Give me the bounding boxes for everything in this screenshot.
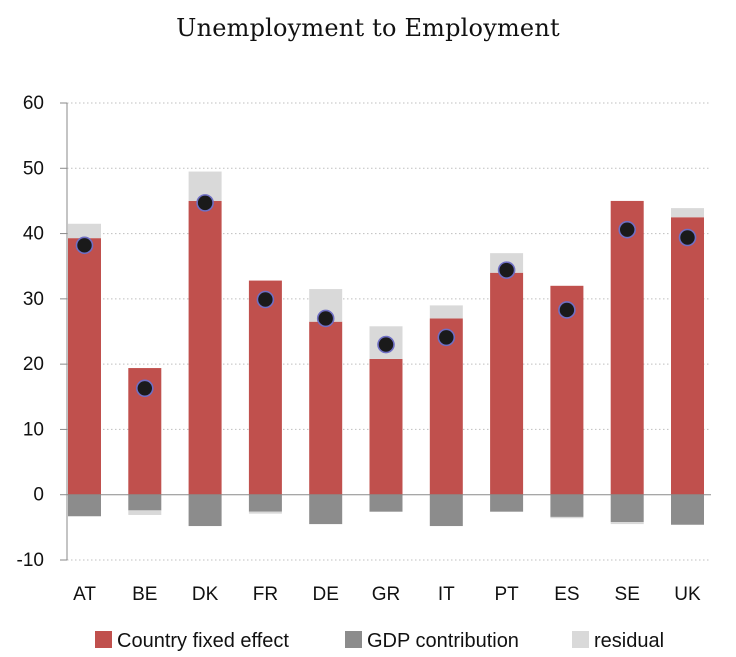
- x-tick-label-fr: FR: [253, 584, 278, 605]
- y-tick-label: 10: [23, 419, 44, 440]
- grid-layer: [67, 102, 711, 561]
- total-marker-fr: [256, 290, 275, 309]
- total-marker-dk: [196, 194, 214, 212]
- x-tick-label-es: ES: [554, 584, 579, 605]
- y-tick-label: 20: [23, 354, 44, 375]
- legend-label-country-fixed-effect: Country fixed effect: [117, 630, 289, 652]
- total-marker-be: [136, 379, 154, 398]
- bar-gdp-contribution-uk: [671, 494, 704, 525]
- chart-title: Unemployment to Employment: [176, 14, 560, 42]
- y-tick-label: -10: [17, 550, 44, 571]
- x-tick-label-at: AT: [73, 584, 96, 605]
- total-marker-at: [75, 236, 94, 255]
- bar-country-fixed-effect-fr: [248, 280, 282, 495]
- x-tick-label-se: SE: [615, 584, 640, 605]
- bar-gdp-contribution-gr: [369, 494, 403, 512]
- bar-gdp-contribution-se: [610, 494, 644, 523]
- legend-label-residual: residual: [594, 630, 664, 652]
- bar-gdp-contribution-at: [68, 494, 101, 517]
- y-tick-label: 40: [23, 224, 44, 245]
- bar-gdp-contribution-de: [309, 494, 343, 525]
- x-tick-label-it: IT: [438, 584, 455, 605]
- bar-country-fixed-effect-es: [550, 285, 584, 495]
- bars-layer: [68, 171, 704, 527]
- bar-country-fixed-effect-de: [309, 321, 343, 495]
- bar-residual-se: [610, 522, 644, 525]
- y-tick-label: 60: [23, 93, 44, 114]
- total-marker-pt: [497, 261, 516, 279]
- legend-swatch-residual: [572, 631, 589, 648]
- total-marker-it: [437, 328, 456, 347]
- x-tick-label-de: DE: [312, 584, 338, 605]
- markers-layer: [75, 194, 697, 398]
- y-tick-label: 30: [23, 289, 44, 310]
- x-tick-label-pt: PT: [494, 584, 519, 605]
- bar-residual-es: [550, 516, 584, 519]
- bar-country-fixed-effect-at: [68, 238, 101, 495]
- x-tick-label-uk: UK: [674, 584, 701, 605]
- bar-country-fixed-effect-uk: [671, 217, 704, 495]
- total-marker-gr: [377, 335, 395, 354]
- legend-swatch-gdp-contribution: [345, 631, 362, 648]
- bar-gdp-contribution-fr: [248, 494, 282, 512]
- bar-residual-be: [128, 510, 162, 515]
- bar-residual-uk: [671, 208, 704, 218]
- bar-gdp-contribution-es: [550, 494, 584, 517]
- bar-country-fixed-effect-pt: [490, 272, 524, 495]
- legend-layer: Country fixed effect GDP contribution resi…: [95, 630, 664, 652]
- total-marker-de: [316, 309, 335, 328]
- bar-country-fixed-effect-se: [610, 200, 644, 495]
- x-tick-label-gr: GR: [372, 584, 401, 605]
- bar-country-fixed-effect-it: [429, 318, 463, 495]
- x-tick-label-be: BE: [132, 584, 157, 605]
- bar-residual-it: [429, 305, 463, 319]
- axis-layer: -10 0 10 20 30 40 50 60 AT BE DK FR DE GR IT PT ES SE UK: [17, 93, 711, 605]
- bar-gdp-contribution-be: [128, 494, 162, 511]
- bar-gdp-contribution-it: [429, 494, 463, 527]
- legend-label-gdp-contribution: GDP contribution: [367, 630, 519, 652]
- bar-residual-at: [68, 223, 101, 239]
- total-marker-uk: [678, 228, 697, 247]
- y-tick-label: 50: [23, 158, 44, 179]
- y-tick-label: 0: [33, 485, 44, 506]
- x-tick-label-dk: DK: [192, 584, 219, 605]
- bar-residual-fr: [248, 511, 282, 514]
- legend-swatch-country-fixed-effect: [95, 631, 112, 648]
- bar-gdp-contribution-dk: [188, 494, 222, 527]
- bar-gdp-contribution-pt: [490, 494, 524, 512]
- bar-country-fixed-effect-dk: [188, 200, 222, 495]
- bar-country-fixed-effect-gr: [369, 358, 403, 495]
- total-marker-es: [558, 301, 576, 319]
- total-marker-se: [618, 220, 637, 239]
